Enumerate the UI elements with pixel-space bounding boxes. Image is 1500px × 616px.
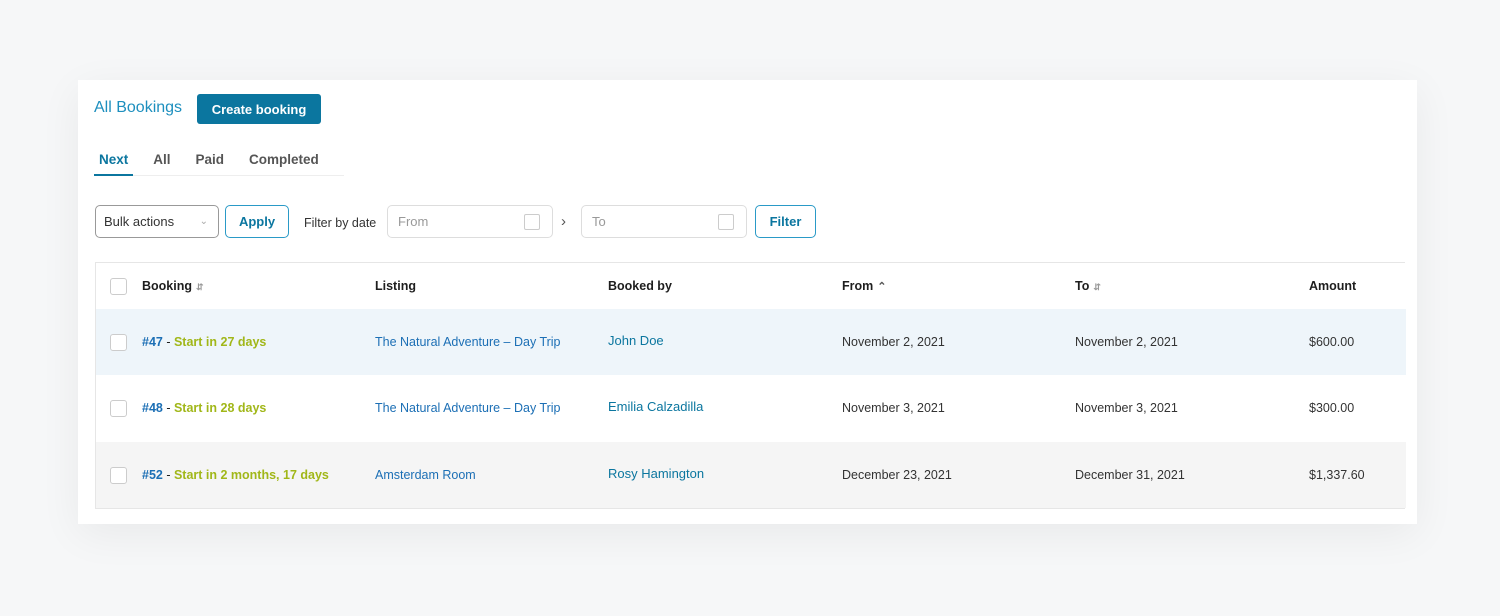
- bookings-panel: All Bookings Create booking Next All Pai…: [78, 80, 1417, 524]
- to-date: November 3, 2021: [1075, 401, 1178, 415]
- to-placeholder: To: [592, 214, 606, 229]
- amount: $300.00: [1309, 401, 1355, 415]
- column-booking[interactable]: Booking ⇵: [142, 279, 204, 293]
- tabs: Next All Paid Completed: [94, 146, 344, 176]
- table-header: Booking ⇵ Listing Booked by From ⌃ To ⇵ Amo…: [96, 263, 1406, 309]
- booking-id[interactable]: #52: [142, 468, 163, 482]
- booking-status: Start in 27 days: [173, 335, 267, 349]
- column-booked-by: Booked by: [608, 279, 672, 293]
- row-checkbox[interactable]: [110, 399, 127, 417]
- create-booking-button[interactable]: Create booking: [197, 94, 321, 124]
- bulk-actions-label: Bulk actions: [104, 214, 175, 229]
- column-from[interactable]: From ⌃: [842, 279, 887, 293]
- column-listing: Listing: [375, 279, 416, 293]
- bulk-actions-select[interactable]: Bulk actions ⌄: [95, 205, 219, 238]
- from-date-input[interactable]: From: [387, 205, 553, 238]
- table-row[interactable]: #47 - Start in 27 days The Natural Adven…: [96, 309, 1406, 375]
- filter-button[interactable]: Filter: [755, 205, 816, 238]
- booking-cell[interactable]: #48 - Start in 28 days: [142, 401, 267, 415]
- booking-id[interactable]: #48: [142, 401, 163, 415]
- row-checkbox[interactable]: [110, 466, 127, 484]
- amount: $1,337.60: [1309, 468, 1365, 482]
- booking-cell[interactable]: #52 - Start in 2 months, 17 days: [142, 468, 329, 482]
- amount: $600.00: [1309, 335, 1355, 349]
- table-row[interactable]: #48 - Start in 28 days The Natural Adven…: [96, 375, 1406, 441]
- sort-icon: ⇵: [1093, 282, 1101, 292]
- column-amount: Amount: [1309, 279, 1357, 293]
- page-title: All Bookings: [94, 99, 183, 116]
- tab-completed[interactable]: Completed: [249, 152, 319, 167]
- sort-icon: ⇵: [196, 282, 204, 292]
- listing-link[interactable]: The Natural Adventure – Day Trip: [375, 335, 561, 349]
- booked-by-link[interactable]: Emilia Calzadilla: [608, 398, 704, 414]
- calendar-icon: [718, 214, 734, 230]
- apply-button[interactable]: Apply: [225, 205, 289, 238]
- booked-by-link[interactable]: John Doe: [608, 332, 664, 348]
- chevron-right-icon: ›: [561, 213, 566, 230]
- listing-link[interactable]: The Natural Adventure – Day Trip: [375, 401, 561, 415]
- chevron-down-icon: ⌄: [199, 216, 208, 227]
- to-date: November 2, 2021: [1075, 335, 1178, 349]
- tab-next[interactable]: Next: [94, 146, 134, 176]
- booking-status: Start in 28 days: [173, 401, 267, 415]
- bookings-table: Booking ⇵ Listing Booked by From ⌃ To ⇵ Amo…: [95, 262, 1406, 509]
- booking-id[interactable]: #47: [142, 335, 163, 349]
- booking-status: Start in 2 months, 17 days: [173, 468, 329, 482]
- booking-cell[interactable]: #47 - Start in 27 days: [142, 335, 267, 349]
- table-row[interactable]: #52 - Start in 2 months, 17 days Amsterd…: [96, 442, 1406, 508]
- from-date: December 23, 2021: [842, 468, 952, 482]
- calendar-icon: [524, 214, 540, 230]
- filter-by-date-label: Filter by date: [304, 216, 377, 230]
- column-to[interactable]: To ⇵: [1075, 279, 1101, 293]
- sort-asc-icon: ⌃: [877, 281, 887, 293]
- to-date: December 31, 2021: [1075, 468, 1185, 482]
- booked-by-link[interactable]: Rosy Hamington: [608, 465, 705, 481]
- from-date: November 2, 2021: [842, 335, 945, 349]
- select-all-checkbox[interactable]: [110, 277, 127, 295]
- from-placeholder: From: [398, 214, 429, 229]
- listing-link[interactable]: Amsterdam Room: [375, 468, 476, 482]
- from-date: November 3, 2021: [842, 401, 945, 415]
- tab-all[interactable]: All: [153, 152, 171, 167]
- to-date-input[interactable]: To: [581, 205, 747, 238]
- row-checkbox[interactable]: [110, 333, 127, 351]
- tab-paid[interactable]: Paid: [195, 152, 225, 167]
